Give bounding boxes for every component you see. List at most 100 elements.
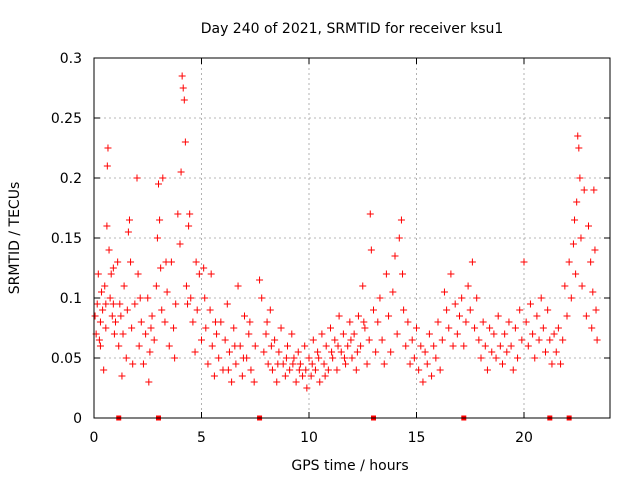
x-tick-label: 20 [515,430,533,446]
data-point [578,282,586,290]
data-point [462,318,470,326]
data-point [529,330,537,338]
axis-ticks [93,57,610,419]
data-point [223,300,231,308]
data-point [189,318,197,326]
data-point [322,342,330,350]
data-point [234,282,242,290]
data-point [393,330,401,338]
data-point [449,342,457,350]
data-point [468,258,476,266]
data-point [587,258,595,266]
data-point [186,210,194,218]
data-point [404,318,412,326]
data-point [494,312,502,320]
data-point [447,270,455,278]
data-point [112,318,119,326]
data-point [365,336,373,344]
data-point [134,270,142,278]
data-point [347,336,355,344]
data-point [107,270,115,278]
data-point [99,306,107,314]
data-point [117,312,125,320]
data-point [520,258,528,266]
data-point [256,276,264,284]
data-point [206,306,214,314]
data-point [585,222,592,230]
data-point [171,354,179,362]
data-point [376,294,384,302]
data-point [115,342,123,350]
data-point [542,348,549,356]
data-point [277,324,285,332]
data-point [421,348,429,356]
data-point [501,330,509,338]
data-point [372,348,380,356]
x-axis-label: GPS time / hours [291,458,408,474]
data-point [120,282,128,290]
data-point [303,384,311,392]
data-point [352,366,360,374]
data-point [137,318,145,326]
data-point [215,354,223,362]
data-point [359,282,367,290]
data-point [144,294,152,302]
data-point [296,360,304,368]
x-tick-label: 15 [408,430,426,446]
data-point [170,324,178,332]
data-point [147,324,155,332]
data-point [399,270,407,278]
data-point [425,330,433,338]
data-point [572,270,580,278]
data-point [576,174,584,182]
data-point [526,300,534,308]
data-point [182,282,190,290]
data-point [129,360,137,368]
tick-labels: 0 0.05 0.1 0.15 0.2 0.25 0.3 0 5 10 15 20 [51,51,533,446]
y-tick-label: 0 [73,411,82,427]
data-point [456,312,463,320]
data-point [133,174,141,182]
data-point [466,306,474,314]
data-point [571,216,579,224]
data-point [557,360,565,368]
y-tick-label: 0.25 [51,111,82,127]
data-point [505,318,513,326]
data-point [123,306,131,314]
data-point [492,354,500,362]
data-point [490,330,498,338]
data-point [211,318,219,326]
data-point [165,342,173,350]
plot-frame [93,57,611,419]
data-point [127,258,135,266]
data-points [91,72,601,392]
data-point [142,330,150,338]
data-point [93,300,101,308]
data-point [200,264,208,272]
data-point [204,360,212,368]
data-point [316,378,324,386]
y-tick-label: 0.15 [51,231,82,247]
data-point [116,300,124,308]
data-point [185,222,193,230]
data-point [224,366,232,374]
data-point [559,336,567,344]
data-point [221,336,229,344]
data-point [451,300,459,308]
data-point [481,342,489,350]
data-point [290,354,298,362]
data-point [114,258,122,266]
data-point [177,168,185,176]
data-point [267,342,275,350]
data-point [264,360,272,368]
data-point [131,300,139,308]
data-point [389,288,397,296]
data-point [187,294,195,302]
data-point [305,354,313,362]
data-point [321,372,329,380]
y-tick-label: 0.05 [51,351,82,367]
data-point [108,312,116,320]
data-point [201,294,209,302]
data-point [110,330,118,338]
data-point [275,348,283,356]
